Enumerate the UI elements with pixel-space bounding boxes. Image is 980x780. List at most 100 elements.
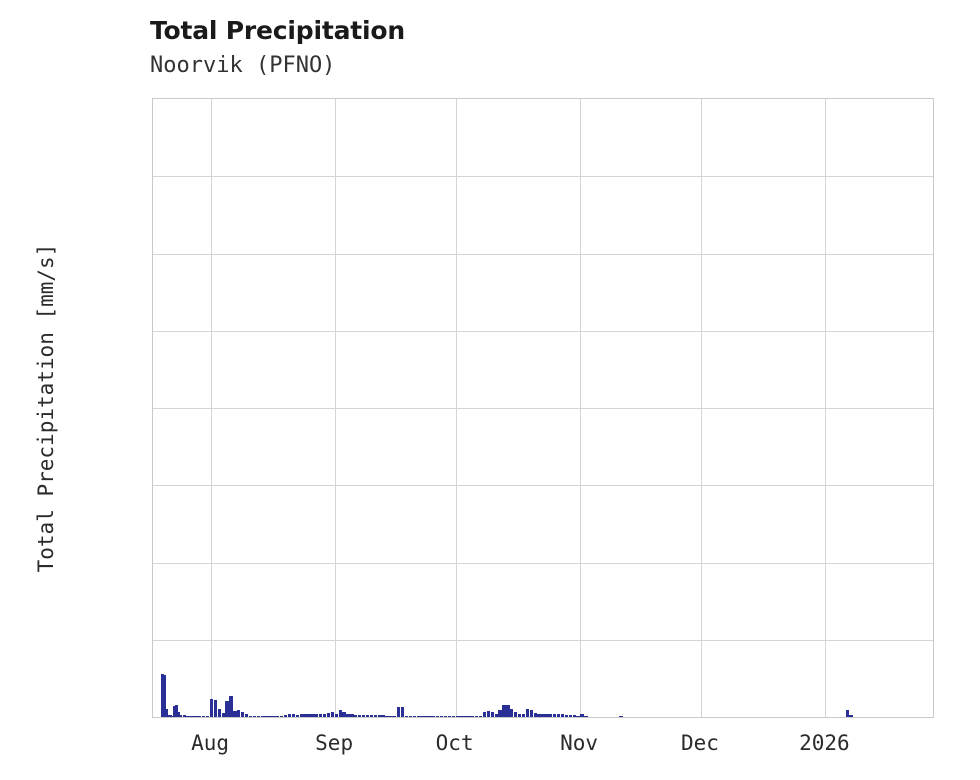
gridline-horizontal — [153, 176, 933, 178]
bar — [471, 715, 475, 717]
bar — [330, 712, 335, 717]
bar — [549, 714, 553, 717]
bar — [568, 715, 572, 717]
bar — [451, 715, 455, 717]
gridline-vertical — [335, 99, 337, 717]
bar — [178, 715, 182, 717]
bar — [400, 706, 405, 717]
bar — [361, 715, 366, 717]
bar — [190, 715, 194, 717]
chart-subtitle: Noorvik (PFNO) — [150, 53, 336, 78]
bar — [432, 715, 436, 717]
bar — [533, 712, 537, 717]
bar — [163, 675, 167, 717]
bar — [287, 714, 292, 717]
bar — [188, 715, 192, 717]
bar — [172, 705, 177, 717]
bar — [198, 715, 202, 717]
gridline-vertical — [211, 99, 213, 717]
bar — [161, 673, 165, 717]
bar — [545, 713, 549, 717]
bar — [295, 714, 299, 717]
bar — [182, 715, 186, 717]
bar — [338, 709, 342, 717]
gridline-horizontal — [153, 485, 933, 487]
bar — [326, 712, 331, 717]
bar — [283, 715, 288, 717]
bar — [272, 715, 276, 717]
gridline-horizontal — [153, 639, 933, 641]
bar — [510, 708, 514, 717]
bar — [202, 715, 206, 717]
bar — [186, 715, 190, 717]
bar — [408, 715, 413, 717]
bar — [506, 705, 510, 717]
bar — [225, 700, 229, 717]
bar — [459, 715, 463, 717]
bar — [467, 715, 471, 717]
bar — [849, 715, 853, 717]
bar — [365, 714, 370, 717]
bar — [447, 715, 452, 717]
bar — [439, 715, 444, 717]
bar — [311, 713, 315, 717]
bar — [280, 715, 284, 717]
bar — [248, 715, 253, 717]
bar — [315, 713, 319, 717]
bar — [482, 711, 487, 717]
bar — [307, 714, 311, 717]
bar — [373, 715, 377, 717]
bar — [342, 711, 346, 717]
bar — [514, 711, 518, 717]
x-tick-label: Nov — [560, 731, 599, 755]
bar — [393, 715, 397, 717]
bar — [260, 715, 264, 717]
bar — [494, 714, 498, 717]
bar — [303, 713, 307, 717]
bar — [521, 714, 526, 717]
bar — [291, 714, 296, 717]
bar — [276, 715, 280, 717]
bar — [233, 711, 237, 717]
bar — [244, 714, 249, 717]
bar — [350, 714, 354, 717]
bar — [475, 715, 479, 717]
bar — [354, 714, 358, 717]
bar — [168, 715, 173, 717]
bar — [358, 714, 362, 717]
bar — [529, 709, 533, 717]
bar — [319, 713, 323, 717]
x-tick-label: Dec — [680, 731, 719, 755]
bar — [525, 708, 530, 717]
bar — [241, 712, 245, 717]
bar — [237, 710, 241, 717]
bar — [455, 715, 459, 717]
bar — [428, 715, 432, 717]
gridline-vertical — [580, 99, 582, 717]
x-tick-label: Oct — [435, 731, 474, 755]
bar — [580, 714, 584, 717]
bar — [256, 715, 260, 717]
bar — [517, 713, 522, 717]
bar — [412, 715, 416, 717]
y-axis-tick-labels: 0.0000.0020.0040.0060.0080.0100.0120.014… — [0, 0, 140, 780]
x-tick-label: Aug — [191, 731, 230, 755]
bar — [416, 715, 420, 717]
bar — [252, 715, 257, 717]
chart-title: Total Precipitation — [150, 16, 405, 45]
bar — [192, 715, 196, 717]
bar — [322, 713, 327, 717]
gridline-vertical — [825, 99, 827, 717]
bar — [299, 713, 303, 717]
bar — [556, 713, 561, 717]
bar — [463, 715, 467, 717]
bar — [264, 715, 268, 717]
bar — [490, 712, 494, 717]
bar — [221, 712, 225, 717]
bar — [845, 710, 849, 717]
plot-area — [152, 98, 934, 718]
bar — [486, 711, 491, 717]
gridline-horizontal — [153, 330, 933, 332]
gridline-horizontal — [153, 253, 933, 255]
